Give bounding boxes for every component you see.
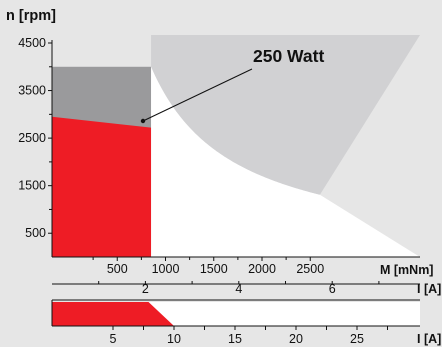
- x-axis-label: M [mNm]: [380, 263, 433, 277]
- x-tick-label: 2500: [296, 262, 324, 276]
- y-tick-label: 500: [25, 226, 46, 240]
- current-axis-2-label: I [A]: [417, 332, 441, 346]
- upper-limit-region: [151, 35, 420, 195]
- power-label-pointer: [142, 68, 253, 122]
- current-axis-1-tick-label: 4: [235, 282, 242, 296]
- current-axis-2-tick-label: 15: [228, 332, 242, 346]
- current-axis-1-tick-label: 6: [329, 282, 336, 296]
- current-axis-2-tick-label: 25: [350, 332, 364, 346]
- x-tick-label: 500: [107, 262, 128, 276]
- power-curve-label: 250 Watt: [253, 46, 324, 66]
- y-tick-label: 3500: [18, 84, 46, 98]
- current-axis-2-tick-label: 20: [289, 332, 303, 346]
- y-axis-label: n [rpm]: [6, 8, 56, 24]
- current-axis-2-tick-label: 5: [110, 332, 117, 346]
- axes: 500 1500 2500 3500 4500 500 1000 1500 2000 2500 2 4…: [18, 36, 420, 346]
- current-bar-continuous: [52, 302, 174, 326]
- y-tick-label: 4500: [18, 36, 46, 50]
- y-tick-label: 1500: [18, 179, 46, 193]
- x-tick-label: 2000: [248, 262, 276, 276]
- labels: n [rpm] M [mNm] I [A] I [A] 250 Watt: [6, 8, 441, 346]
- x-tick-label: 1000: [152, 262, 180, 276]
- current-axis-1-tick-label: 2: [142, 282, 149, 296]
- max-speed-region: [151, 66, 420, 258]
- current-axis-1-label: I [A]: [417, 282, 441, 296]
- x-tick-label: 1500: [200, 262, 228, 276]
- y-tick-label: 2500: [18, 131, 46, 145]
- operating-areas: [52, 35, 420, 258]
- power-label-point: [140, 118, 146, 124]
- continuous-operation-region: [52, 116, 152, 257]
- current-axis-2-tick-label: 10: [167, 332, 181, 346]
